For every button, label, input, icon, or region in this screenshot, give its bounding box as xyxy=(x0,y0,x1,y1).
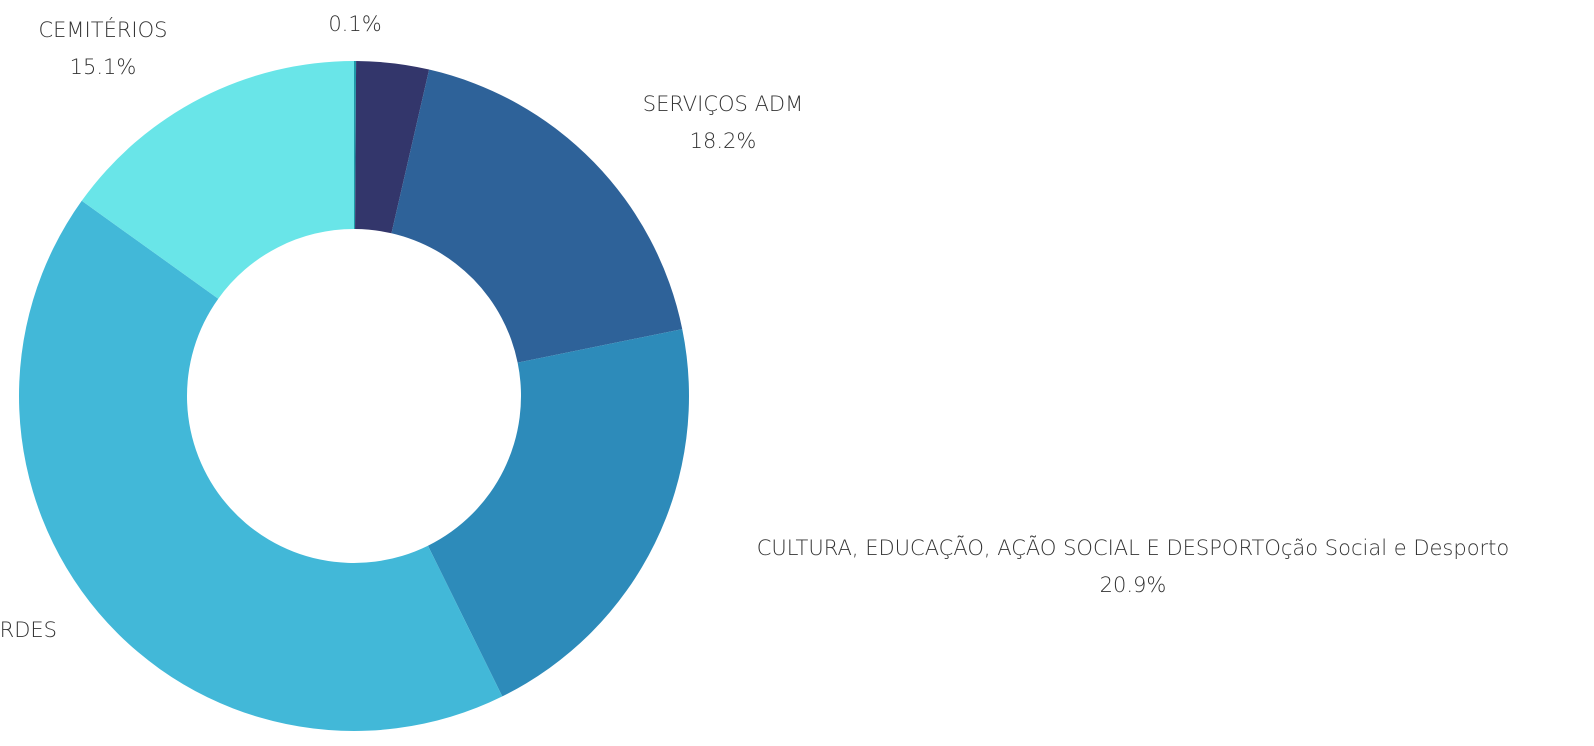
slice-value-label: 20.9% xyxy=(1100,573,1167,597)
slice-label: RDES xyxy=(0,618,57,642)
donut-slice xyxy=(355,61,430,234)
donut-slice xyxy=(354,61,357,230)
slice-label: CULTURA, EDUCAÇÃO, AÇÃO SOCIAL E DESPORT… xyxy=(757,535,1510,560)
slice-label: SERVIÇOS ADM xyxy=(643,92,803,116)
slice-value-label: 18.2% xyxy=(690,129,757,153)
donut-slice xyxy=(81,61,355,299)
donut-slice xyxy=(391,69,683,363)
slice-label: CEMITÉRIOS xyxy=(39,17,168,42)
slice-value-label: 15.1% xyxy=(70,55,137,79)
donut-slice xyxy=(19,200,503,731)
slice-value-label: 0.1% xyxy=(328,12,381,36)
donut-slice xyxy=(427,329,689,697)
